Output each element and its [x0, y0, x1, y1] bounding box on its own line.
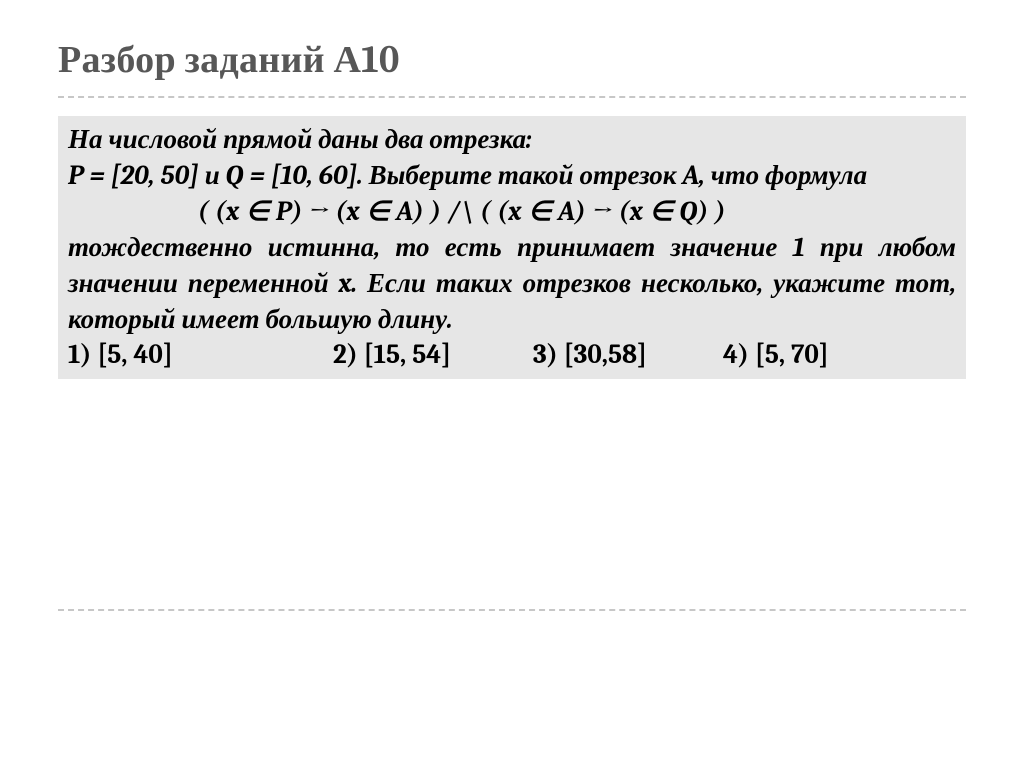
problem-line-3: тождественно истинна, то есть принимает …	[68, 230, 956, 338]
answer-option-2: 2) [15, 54]	[333, 337, 533, 373]
slide-title: Разбор заданий А10	[58, 38, 966, 82]
answer-option-3: 3) [30,58]	[533, 337, 723, 373]
problem-line-1: На числовой прямой даны два отрезка:	[68, 122, 956, 158]
answer-option-1: 1) [5, 40]	[68, 337, 333, 373]
title-underline	[58, 96, 966, 98]
problem-formula: ( (x ∈ P) → (x ∈ A) ) /\ ( (x ∈ A) → (x …	[68, 194, 956, 230]
answer-row: 1) [5, 40] 2) [15, 54] 3) [30,58] 4) [5,…	[68, 337, 956, 373]
bottom-rule	[58, 609, 966, 611]
answer-option-4: 4) [5, 70]	[723, 337, 829, 373]
problem-line-2: P = [20, 50] и Q = [10, 60]. Выберите та…	[68, 158, 956, 194]
problem-box: На числовой прямой даны два отрезка: P =…	[58, 116, 966, 379]
